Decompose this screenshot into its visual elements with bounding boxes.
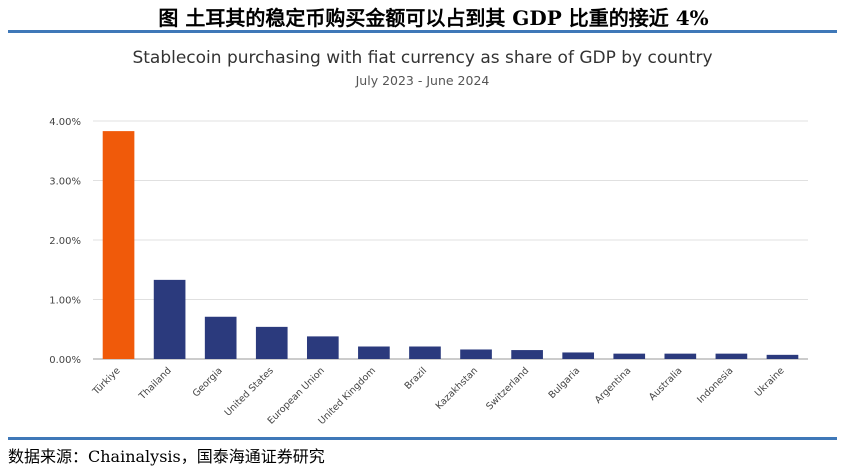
bar	[613, 353, 646, 359]
bar	[153, 279, 186, 359]
bar	[306, 336, 339, 359]
y-tick-label: 0.00%	[49, 355, 81, 366]
y-tick-label: 1.00%	[49, 296, 81, 307]
y-tick-label: 3.00%	[49, 177, 81, 188]
figure-caption: 图 土耳其的稳定币购买金额可以占到其 GDP 比重的接近 4%	[158, 6, 709, 30]
bar	[715, 353, 748, 359]
bottom-rule	[8, 437, 837, 440]
x-tick-label: Türkiye	[90, 365, 123, 398]
x-tick-label: Georgia	[191, 365, 225, 399]
y-tick-label: 2.00%	[49, 236, 81, 247]
x-tick-label: Indonesia	[695, 365, 735, 405]
bar	[562, 352, 595, 359]
x-tick-label: Bulgaria	[547, 365, 583, 401]
bar	[102, 131, 135, 359]
top-rule	[8, 30, 837, 33]
bar	[460, 349, 492, 359]
chart-subtitle: July 2023 - June 2024	[355, 73, 490, 88]
bar	[664, 353, 697, 359]
x-tick-label: United States	[223, 365, 276, 418]
bar-chart: 0.00% 1.00% 2.00% 3.00% 4.00% Türkiye Thailand…	[49, 117, 808, 427]
chart-container: Stablecoin purchasing with fiat currency…	[8, 33, 837, 437]
y-tick-label: 4.00%	[49, 117, 81, 128]
bar	[766, 354, 799, 359]
x-tick-label: Argentina	[593, 365, 634, 406]
bar	[511, 350, 543, 359]
bar	[358, 346, 390, 359]
x-tick-label: Kazakhstan	[434, 365, 480, 411]
x-tick-label: Thailand	[136, 365, 173, 402]
bar	[409, 346, 441, 359]
source-note: 数据来源：Chainalysis，国泰海通证券研究	[8, 447, 325, 466]
x-tick-label: Switzerland	[484, 365, 531, 412]
bar	[255, 326, 288, 359]
x-tick-label: Brazil	[403, 365, 430, 392]
x-tick-label: Ukraine	[753, 365, 787, 399]
chart-title: Stablecoin purchasing with fiat currency…	[132, 48, 713, 68]
bar	[204, 316, 237, 359]
x-tick-label: Australia	[647, 365, 684, 402]
x-tick-label: United Kingdom	[316, 365, 378, 427]
